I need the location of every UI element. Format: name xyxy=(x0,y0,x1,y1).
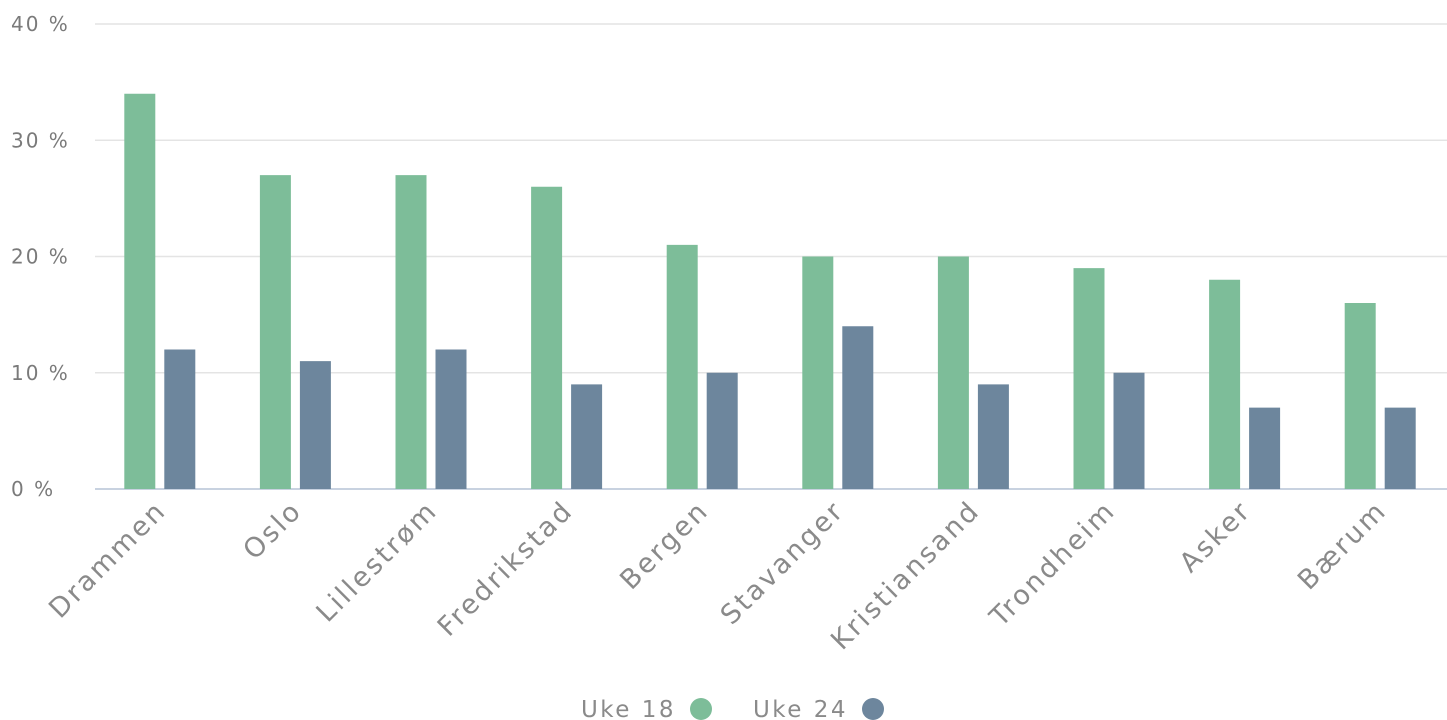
bar-uke-18-2[interactable] xyxy=(395,175,427,489)
y-tick-label: 30 % xyxy=(11,128,70,152)
legend-item-uke-24[interactable]: Uke 24 xyxy=(753,697,884,720)
x-tick-label: Stavanger xyxy=(715,495,851,631)
bar-uke-18-8[interactable] xyxy=(1209,279,1241,489)
x-tick-label: Kristiansand xyxy=(825,495,986,656)
x-tick-label: Lillestrøm xyxy=(310,495,443,628)
bar-uke-24-6[interactable] xyxy=(977,384,1009,489)
bar-uke-24-5[interactable] xyxy=(842,326,874,489)
bar-uke-18-9[interactable] xyxy=(1344,303,1376,489)
y-tick-label: 20 % xyxy=(11,245,70,269)
bar-uke-18-7[interactable] xyxy=(1073,268,1105,489)
bars xyxy=(124,93,1416,490)
bar-uke-24-1[interactable] xyxy=(299,361,331,489)
bar-uke-24-8[interactable] xyxy=(1249,407,1281,489)
bar-uke-24-2[interactable] xyxy=(435,349,467,490)
bar-uke-18-5[interactable] xyxy=(802,256,834,490)
legend-swatch xyxy=(690,698,712,720)
bar-uke-18-3[interactable] xyxy=(531,186,563,489)
gridlines xyxy=(95,23,1447,490)
legend-swatch xyxy=(862,698,884,720)
y-tick-label: 10 % xyxy=(11,361,70,385)
x-tick-label: Oslo xyxy=(237,495,308,566)
x-tick-label: Bergen xyxy=(614,495,715,596)
bar-uke-24-9[interactable] xyxy=(1384,407,1416,489)
bar-uke-24-3[interactable] xyxy=(571,384,603,489)
x-tick-label: Trondheim xyxy=(983,495,1121,633)
y-tick-label: 0 % xyxy=(11,477,55,501)
legend-label: Uke 18 xyxy=(581,697,676,720)
bar-uke-18-4[interactable] xyxy=(666,244,698,489)
bar-uke-18-1[interactable] xyxy=(259,175,291,489)
bar-uke-24-7[interactable] xyxy=(1113,372,1145,489)
bar-uke-24-4[interactable] xyxy=(706,372,738,489)
bar-uke-18-6[interactable] xyxy=(937,256,969,490)
x-tick-label: Drammen xyxy=(43,495,173,625)
y-axis-ticks: 0 % 10 % 20 % 30 % 40 % xyxy=(11,12,70,501)
x-tick-label: Asker xyxy=(1174,495,1258,579)
bar-uke-18-0[interactable] xyxy=(124,93,156,489)
x-tick-label: Bærum xyxy=(1292,495,1393,596)
x-tick-label: Fredrikstad xyxy=(432,495,580,643)
legend-item-uke-18[interactable]: Uke 18 xyxy=(581,697,712,720)
bar-uke-24-0[interactable] xyxy=(164,349,196,490)
legend-label: Uke 24 xyxy=(753,697,848,720)
y-tick-label: 40 % xyxy=(11,12,70,36)
legend[interactable]: Uke 18 Uke 24 xyxy=(581,697,884,720)
